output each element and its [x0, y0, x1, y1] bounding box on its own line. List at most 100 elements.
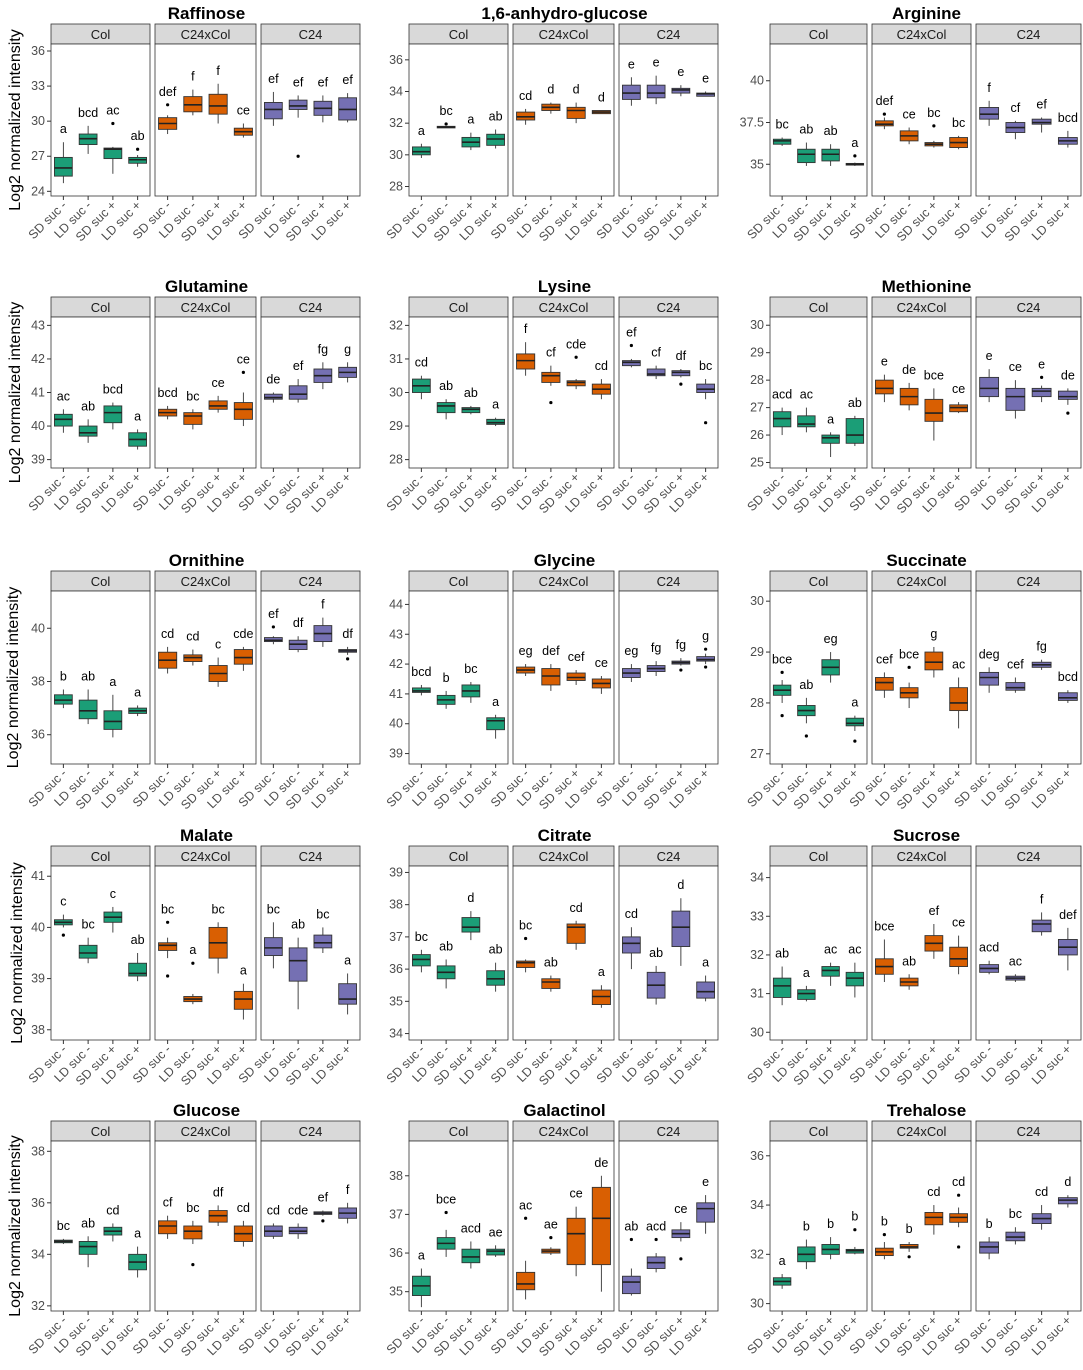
outlier-point [241, 370, 245, 374]
y-tick-label: 39 [389, 865, 403, 879]
significance-letter: ab [489, 110, 503, 124]
outlier-point [780, 714, 784, 718]
y-tick-label: 36 [389, 53, 403, 67]
box-body [591, 989, 611, 1006]
significance-letter: b [60, 669, 67, 683]
chart-title: Malate [180, 826, 233, 845]
outlier-point [549, 1235, 553, 1240]
significance-letter: cde [566, 337, 586, 351]
significance-letter: a [134, 685, 141, 699]
y-tick-label: 36 [389, 962, 403, 976]
outlier-point [932, 124, 936, 128]
facet-label: C24xCol [897, 27, 947, 42]
significance-letter: e [702, 72, 709, 86]
facet-label: C24xCol [539, 27, 589, 42]
significance-letter: ab [848, 396, 862, 410]
significance-letter: bc [699, 359, 712, 373]
significance-letter: de [1061, 368, 1075, 382]
significance-letter: a [418, 1249, 425, 1263]
outlier-point [524, 936, 528, 941]
y-tick-label: 29 [750, 346, 764, 360]
y-tick-label: 34 [389, 1027, 403, 1041]
significance-letter: g [344, 342, 351, 356]
panel-frame [871, 43, 972, 197]
outlier-point [704, 665, 708, 669]
facet-label: C24xCol [539, 574, 589, 589]
y-tick-label: 30 [389, 386, 403, 400]
significance-letter: cef [1007, 658, 1024, 672]
y-tick-label: 30 [750, 318, 764, 332]
y-tick-label: 28 [389, 453, 403, 467]
y-tick-label: 32 [389, 318, 403, 332]
facet-label: Col [809, 849, 829, 864]
box-body [924, 651, 944, 671]
box-body [103, 405, 123, 424]
y-tick-label: 41 [389, 687, 403, 701]
box-body [696, 383, 715, 393]
significance-letter: acd [979, 941, 999, 955]
outlier-point [907, 1255, 911, 1259]
y-tick-label: 41 [31, 869, 45, 883]
facet-label: C24 [657, 300, 681, 315]
significance-letter: ce [595, 656, 608, 670]
significance-letter: ab [464, 386, 478, 400]
chart-title: Arginine [892, 4, 961, 23]
box-body [646, 368, 666, 377]
significance-letter: a [851, 696, 858, 710]
facet-label: C24xCol [897, 574, 947, 589]
significance-letter: ef [268, 72, 279, 86]
box-body [821, 966, 840, 977]
outlier-point [853, 739, 857, 743]
box-body [821, 148, 840, 162]
significance-letter: ab [291, 918, 305, 932]
significance-letter: ab [131, 129, 145, 143]
facet-label: C24xCol [897, 300, 947, 315]
y-tick-label: 37 [389, 930, 403, 944]
significance-letter: e [628, 57, 635, 71]
panel-frame [769, 590, 868, 765]
panel-frame [50, 865, 151, 1041]
box-body [264, 937, 283, 957]
y-tick-label: 30 [31, 114, 45, 128]
chart-title: Sucrose [893, 826, 960, 845]
chart-title: 1,6-anhydro-glucose [481, 4, 647, 23]
significance-letter: deg [979, 647, 1000, 661]
box-body [486, 418, 505, 425]
y-axis-label: Log2 normalized intensity [7, 1135, 24, 1316]
box-body [103, 710, 123, 730]
significance-letter: e [702, 1175, 709, 1189]
y-tick-label: 36 [750, 1149, 764, 1163]
significance-letter: ab [81, 399, 95, 413]
significance-letter: bcd [78, 106, 98, 120]
y-tick-label: 39 [389, 747, 403, 761]
outlier-point [321, 1219, 325, 1223]
outlier-point [346, 657, 350, 661]
chart-title: Lysine [538, 277, 591, 296]
significance-letter: cd [625, 907, 638, 921]
facet-label: C24xCol [897, 849, 947, 864]
outlier-point [1040, 375, 1044, 379]
box-body [183, 412, 203, 425]
box-body [979, 107, 1000, 120]
significance-letter: cde [233, 627, 253, 641]
box-body [461, 407, 481, 414]
significance-letter: c [215, 638, 221, 652]
y-axis-label: Log2 normalized intensity [7, 302, 24, 483]
significance-letter: fg [676, 638, 686, 652]
significance-letter: b [827, 1217, 834, 1231]
outlier-point [191, 1263, 195, 1267]
panel-frame [512, 865, 615, 1041]
significance-letter: bce [874, 919, 894, 933]
significance-letter: ab [824, 124, 838, 138]
significance-letter: bc [267, 902, 280, 916]
box-body [797, 415, 816, 428]
significance-letter: bc [927, 106, 940, 120]
significance-letter: f [321, 598, 325, 612]
significance-letter: a [827, 412, 834, 426]
significance-letter: ac [952, 658, 965, 672]
